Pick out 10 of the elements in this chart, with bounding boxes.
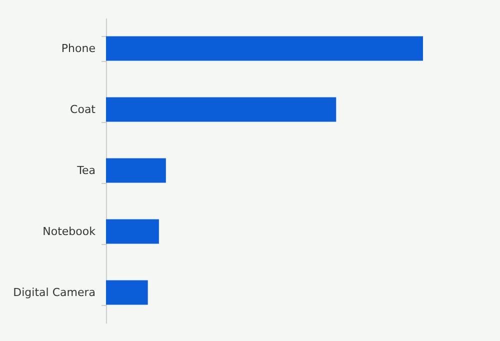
- y-tick-label: Digital Camera: [13, 286, 96, 299]
- y-tick-label: Notebook: [42, 225, 96, 238]
- y-tick-label: Coat: [70, 103, 96, 116]
- y-tick-label: Tea: [76, 164, 96, 177]
- bar: [106, 158, 166, 183]
- bar: [106, 219, 159, 244]
- bar: [106, 97, 336, 122]
- bar: [106, 280, 148, 305]
- bar: [106, 36, 423, 61]
- y-tick-label: Phone: [61, 42, 96, 55]
